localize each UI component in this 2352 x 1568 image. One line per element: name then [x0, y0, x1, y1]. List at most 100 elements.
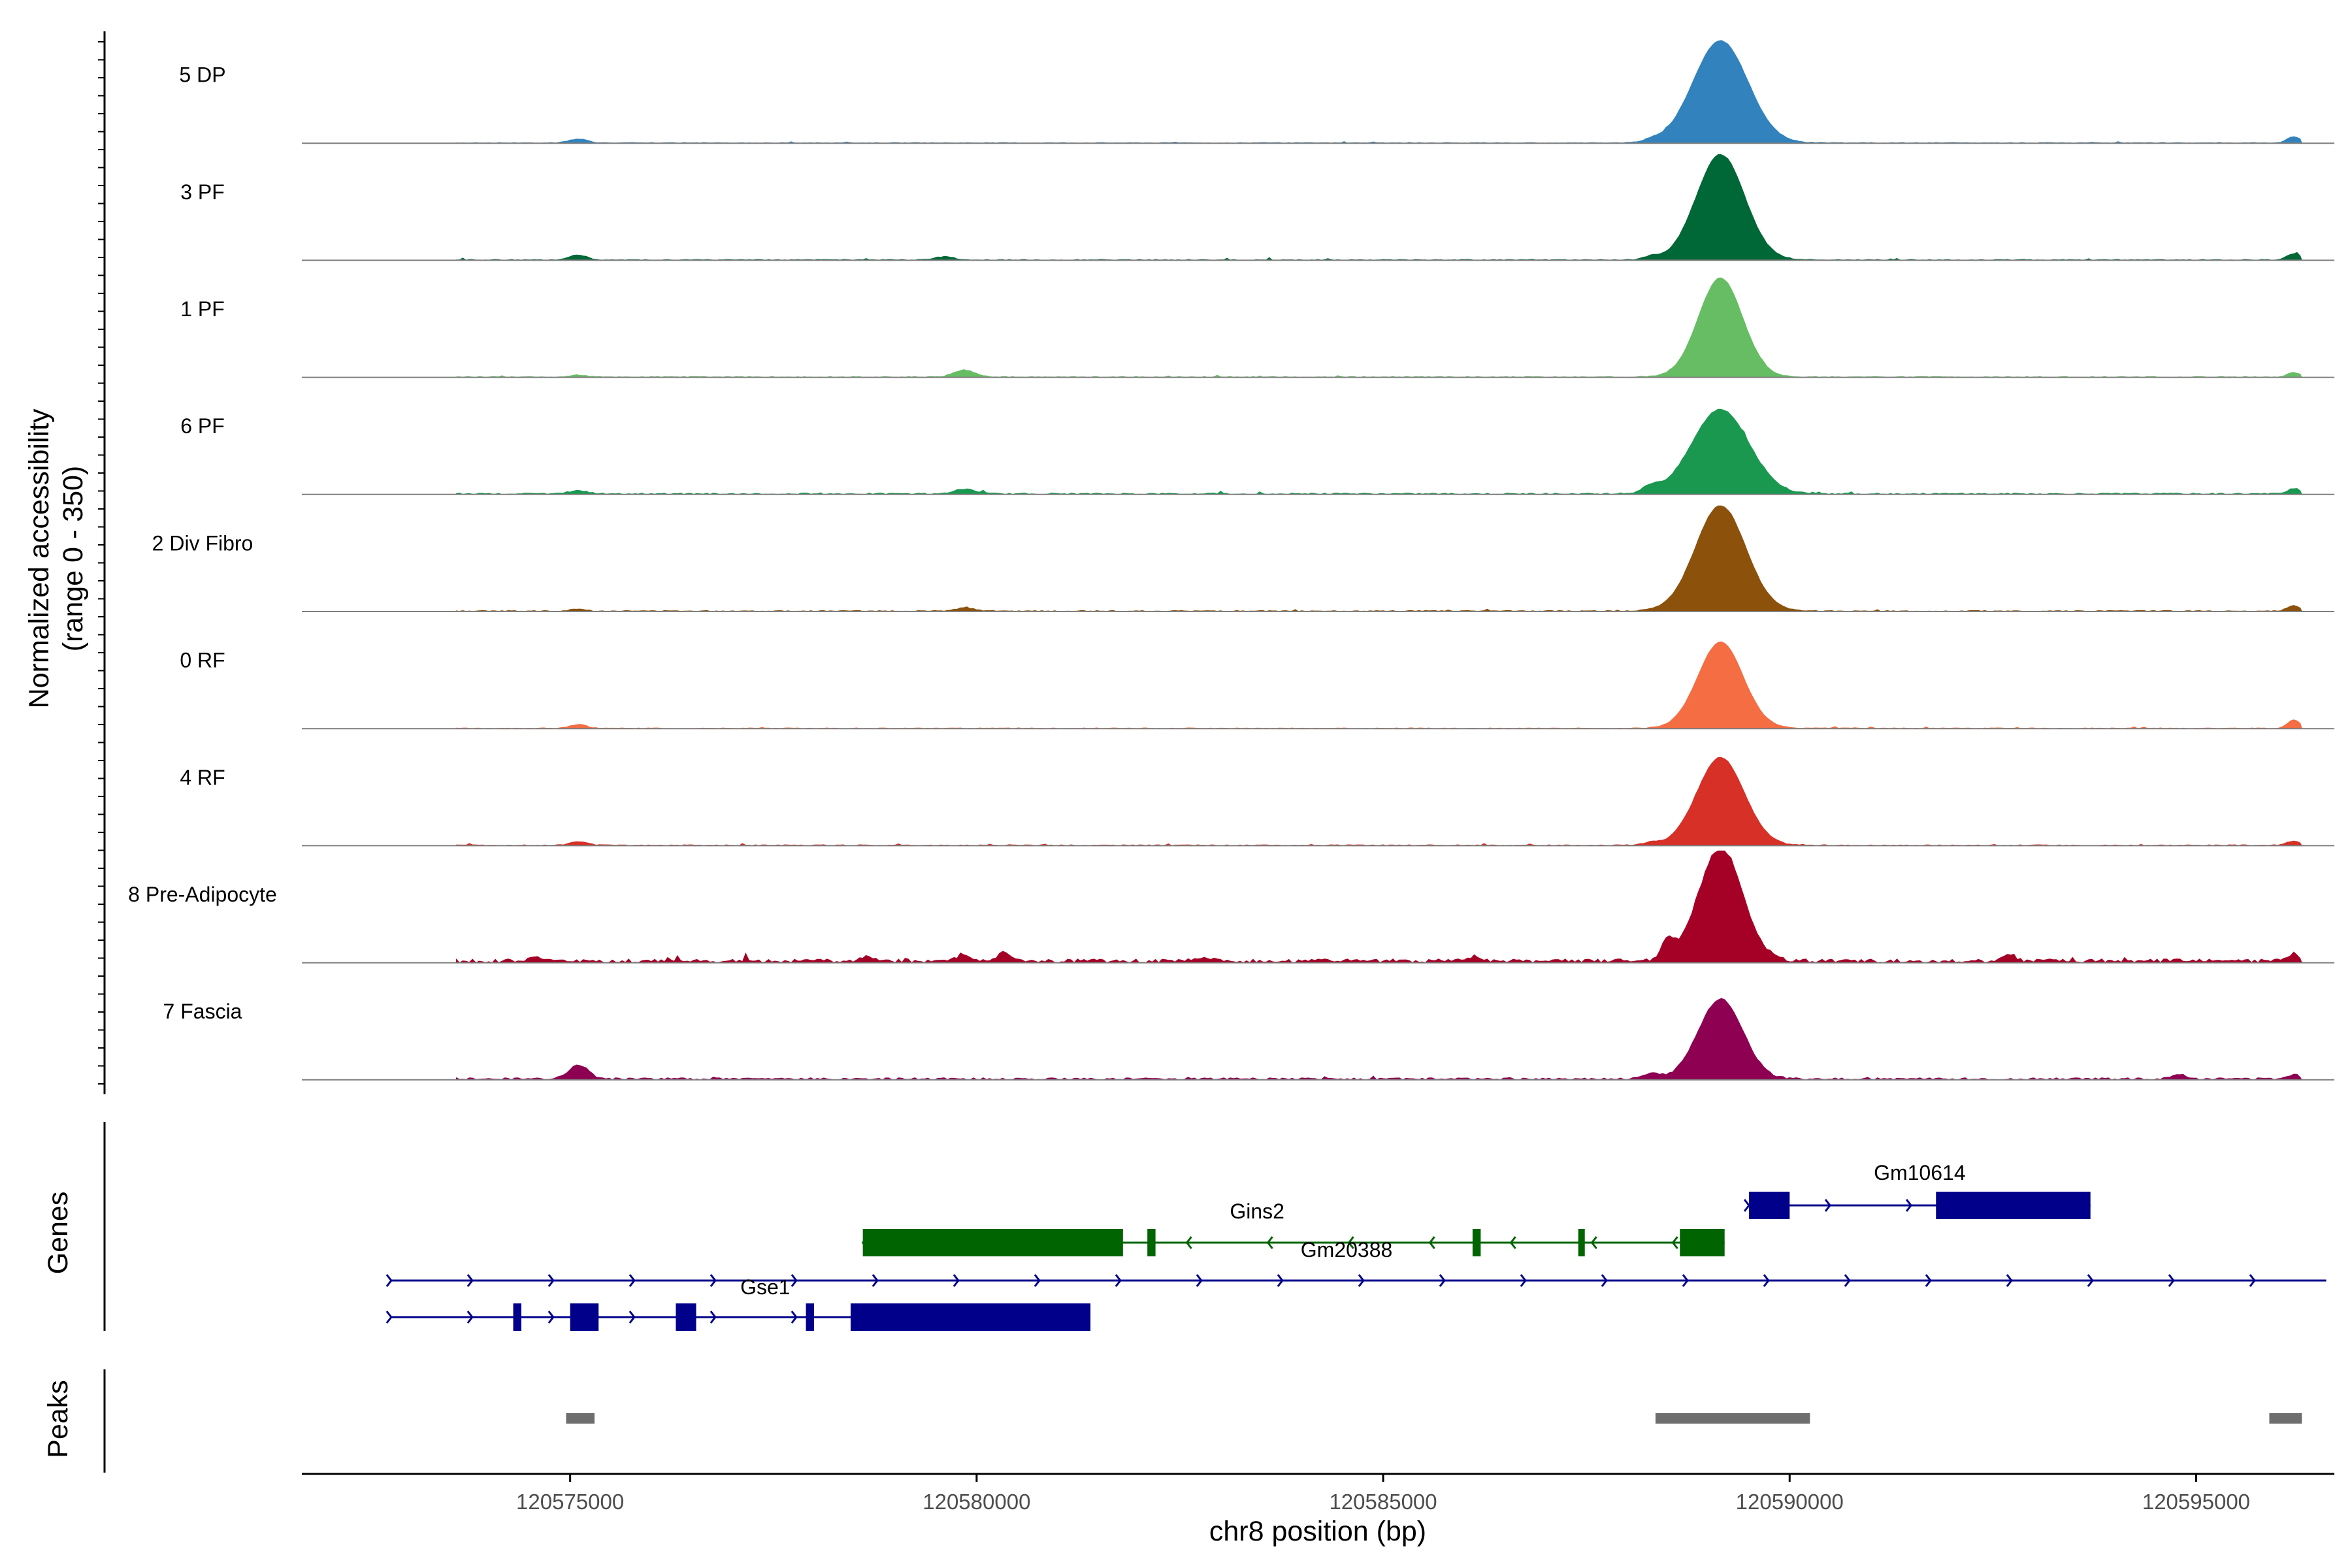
peak-region	[2269, 1413, 2302, 1424]
track-2-div-fibro: 2 Div Fibro	[152, 505, 2334, 612]
track-label-3-pf: 3 PF	[180, 180, 225, 204]
strand-arrow	[1266, 1236, 1273, 1249]
strand-arrow	[872, 1274, 879, 1287]
gene-label-gm20388: Gm20388	[1301, 1238, 1393, 1262]
gene-label-gins2: Gins2	[1230, 1200, 1284, 1223]
strand-arrow	[1196, 1274, 1203, 1287]
gene-gse1	[385, 1303, 1091, 1331]
coverage-area-1-pf	[455, 277, 2303, 378]
strand-arrow	[2087, 1274, 2094, 1287]
strand-arrow	[547, 1274, 555, 1287]
gene-label-gm10614: Gm10614	[1874, 1161, 1966, 1184]
strand-arrow	[385, 1274, 393, 1287]
gene-gm10614	[1743, 1192, 2091, 1219]
strand-arrow	[1743, 1199, 1750, 1212]
exon	[676, 1303, 696, 1331]
strand-arrow	[1763, 1274, 1770, 1287]
genes-track: Gm10614 Gins2 Gm20388 Gse1	[385, 1161, 2327, 1331]
strand-arrow	[791, 1274, 798, 1287]
strand-arrow	[953, 1274, 960, 1287]
x-tick-label: 120580000	[923, 1490, 1030, 1514]
strand-arrow	[1590, 1236, 1597, 1249]
x-tick-label: 120585000	[1329, 1490, 1437, 1514]
exon	[1749, 1192, 1790, 1219]
peaks-track	[566, 1413, 2302, 1424]
strand-arrow	[2006, 1274, 2013, 1287]
track-4-rf: 4 RF	[180, 757, 2334, 847]
y-axis-title: Normalized accessibility (range 0 - 350)	[24, 408, 89, 708]
strand-arrow	[1509, 1236, 1516, 1249]
strand-arrow	[1347, 1236, 1354, 1249]
exon	[570, 1303, 599, 1331]
exon	[1578, 1229, 1585, 1256]
exon	[1472, 1229, 1481, 1256]
x-tick-label: 120575000	[516, 1490, 624, 1514]
strand-arrow	[466, 1311, 474, 1324]
coverage-area-2-div-fibro	[455, 505, 2302, 612]
strand-arrow	[791, 1311, 798, 1324]
track-label-5-dp: 5 DP	[179, 63, 225, 87]
strand-arrow	[1520, 1274, 1527, 1287]
exon	[1147, 1229, 1156, 1256]
track-label-7-fascia: 7 Fascia	[163, 1000, 242, 1023]
strand-arrow	[1185, 1236, 1192, 1249]
strand-arrow	[2249, 1274, 2256, 1287]
gene-label-gse1: Gse1	[740, 1275, 790, 1299]
peak-region	[566, 1413, 595, 1424]
strand-arrow	[1682, 1274, 1689, 1287]
strand-arrow	[385, 1311, 393, 1324]
coverage-area-6-pf	[455, 408, 2302, 495]
strand-arrow	[1428, 1236, 1435, 1249]
coverage-area-3-pf	[455, 154, 2302, 261]
coverage-area-0-rf	[455, 641, 2302, 729]
strand-arrow	[1824, 1199, 1831, 1212]
y-axis-title-line2: (range 0 - 350)	[57, 466, 89, 651]
strand-arrow	[1925, 1274, 1932, 1287]
genes-track-label: Genes	[42, 1192, 74, 1275]
track-label-8-pre-adipocyte: 8 Pre-Adipocyte	[128, 883, 277, 906]
coverage-area-4-rf	[455, 757, 2303, 846]
strand-arrow	[1358, 1274, 1365, 1287]
exon	[1680, 1229, 1725, 1256]
strand-arrow	[466, 1274, 474, 1287]
x-axis-title: chr8 position (bp)	[1209, 1516, 1426, 1547]
track-label-2-div-fibro: 2 Div Fibro	[152, 531, 253, 555]
strand-arrow	[1439, 1274, 1446, 1287]
track-label-0-rf: 0 RF	[180, 649, 225, 672]
x-axis: 120575000 120580000 120585000 120590000 1205…	[516, 1474, 2250, 1514]
track-1-pf: 1 PF	[180, 277, 2334, 378]
track-5-dp: 5 DP	[179, 40, 2334, 144]
peaks-track-label: Peaks	[42, 1380, 74, 1458]
x-tick-label: 120595000	[2142, 1490, 2250, 1514]
strand-arrow	[547, 1311, 555, 1324]
strand-arrow	[1671, 1236, 1678, 1249]
exon	[850, 1303, 1091, 1331]
coverage-y-axis	[98, 31, 106, 1094]
peak-region	[1655, 1413, 1810, 1424]
track-label-4-rf: 4 RF	[180, 766, 225, 789]
exon	[862, 1229, 1123, 1256]
track-label-6-pf: 6 PF	[180, 414, 225, 438]
coverage-area-5-dp	[455, 40, 2302, 144]
strand-arrow	[710, 1274, 717, 1287]
strand-arrow	[1844, 1274, 1851, 1287]
track-3-pf: 3 PF	[180, 154, 2334, 261]
strand-arrow	[629, 1274, 636, 1287]
exon	[806, 1303, 814, 1331]
track-6-pf: 6 PF	[180, 408, 2334, 495]
strand-arrow	[1115, 1274, 1122, 1287]
coverage-tracks: 5 DP 3 PF 1 PF 6 PF 2 Div Fibro 0 RF 4 RF 8 Pre…	[128, 40, 2334, 1081]
coverage-area-8-pre-adipocyte	[455, 850, 2302, 964]
exon	[513, 1303, 521, 1331]
y-axis-title-line1: Normalized accessibility	[24, 408, 55, 708]
track-7-fascia: 7 Fascia	[163, 998, 2334, 1081]
strand-arrow	[1034, 1274, 1041, 1287]
strand-arrow	[2168, 1274, 2175, 1287]
x-tick-label: 120590000	[1736, 1490, 1844, 1514]
track-8-pre-adipocyte: 8 Pre-Adipocyte	[128, 850, 2334, 964]
strand-arrow	[1601, 1274, 1608, 1287]
track-0-rf: 0 RF	[180, 641, 2334, 730]
strand-arrow	[629, 1311, 636, 1324]
strand-arrow	[1905, 1199, 1912, 1212]
